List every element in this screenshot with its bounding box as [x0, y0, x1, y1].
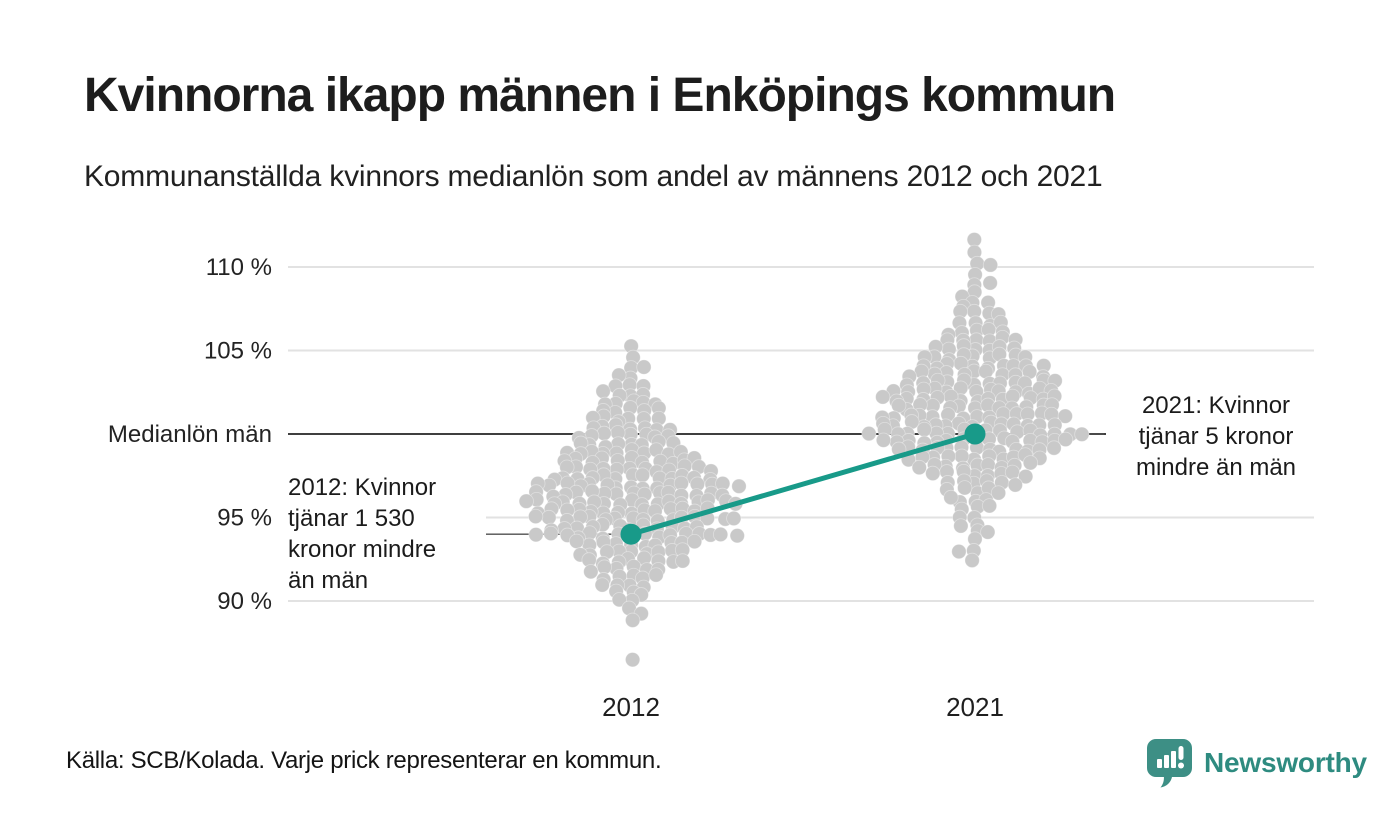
municipality-dot	[891, 397, 907, 414]
highlight-dot-2021	[964, 423, 986, 445]
municipality-dot	[953, 518, 969, 534]
municipality-dot	[1022, 455, 1039, 471]
annotation-2012-line: kronor mindre	[288, 536, 437, 563]
highlight-dot-2012	[620, 523, 642, 545]
municipality-dot	[648, 567, 664, 583]
chart-subtitle: Kommunanställda kvinnors medianlön som a…	[84, 160, 1103, 193]
municipality-dot	[731, 478, 747, 494]
municipality-dot	[875, 432, 892, 448]
logo-bar-1	[1157, 759, 1162, 768]
y-axis-tick-label-105: 105 %	[204, 338, 272, 365]
municipality-dot	[541, 509, 557, 526]
municipality-dot	[596, 425, 612, 442]
municipality-dot	[916, 421, 932, 438]
municipality-dot	[712, 526, 729, 543]
municipality-dot	[625, 652, 641, 668]
municipality-dot	[1057, 408, 1073, 424]
municipality-dot	[943, 489, 959, 506]
municipality-dot	[1018, 468, 1034, 485]
municipality-dot	[957, 480, 973, 496]
municipality-dot	[634, 467, 651, 483]
municipality-dot	[583, 564, 599, 580]
municipality-dot	[980, 524, 996, 540]
municipality-dot	[1046, 440, 1062, 456]
annotation-2012-line: än män	[288, 567, 369, 594]
annotation-2021-line: mindre än män	[1135, 454, 1297, 481]
municipality-dot	[611, 592, 627, 608]
logo-bar-2	[1164, 755, 1169, 768]
municipality-dot	[569, 533, 585, 549]
municipality-dot	[982, 275, 998, 291]
municipality-dot	[726, 510, 742, 527]
municipality-dot	[594, 577, 610, 593]
logo-exclamation-dot	[1178, 762, 1184, 769]
municipality-dot	[981, 498, 998, 514]
y-axis-tick-label-110: 110 %	[206, 254, 272, 281]
municipality-dot	[528, 508, 544, 525]
municipality-dot	[543, 525, 559, 542]
annotation-2021-line: tjänar 5 kronor	[1138, 423, 1294, 450]
municipality-dot	[729, 528, 745, 544]
municipality-dot	[636, 359, 652, 375]
municipality-dot	[982, 257, 999, 273]
y-axis-tick-label-100: Medianlön män	[108, 421, 272, 448]
municipality-dot	[1057, 431, 1074, 447]
logo-exclamation-stem	[1178, 746, 1184, 760]
logo-bar-3	[1171, 751, 1176, 768]
x-axis-label-2012: 2012	[602, 692, 660, 722]
municipality-dot	[1004, 464, 1021, 480]
annotation-2021: 2021: Kvinnor tjänar 5 kronor mindre än …	[1106, 390, 1326, 483]
municipality-dot	[528, 527, 544, 543]
newsworthy-logo: Newsworthy	[1146, 738, 1367, 788]
newsworthy-wordmark: Newsworthy	[1204, 747, 1367, 778]
municipality-dot	[966, 232, 982, 248]
municipality-dot	[951, 543, 967, 560]
y-axis-tick-label-90: 90 %	[217, 588, 272, 615]
municipality-dot	[911, 459, 927, 476]
annotation-2021-line: 2021: Kvinnor	[1141, 392, 1291, 419]
municipality-dot	[1074, 426, 1090, 442]
municipality-dot	[518, 493, 534, 509]
municipality-dot	[595, 383, 611, 399]
source-note: Källa: SCB/Kolada. Varje prick represent…	[66, 747, 662, 774]
municipality-dot	[925, 465, 941, 482]
annotation-2012-line: tjänar 1 530	[288, 505, 415, 532]
municipality-dot	[625, 612, 641, 628]
newsworthy-logo-icon	[1147, 739, 1192, 788]
annotation-2012: 2012: Kvinnor tjänar 1 530 kronor mindre…	[288, 472, 486, 596]
municipality-dot	[861, 425, 877, 442]
municipality-dot	[964, 552, 980, 568]
annotation-2012-line: 2012: Kvinnor	[288, 474, 437, 501]
highlight-line	[628, 431, 978, 537]
municipality-dot	[675, 553, 691, 569]
chart-title: Kvinnorna ikapp männen i Enköpings kommu…	[84, 69, 1116, 122]
y-axis-tick-label-95: 95 %	[217, 505, 272, 532]
municipality-dot	[875, 389, 891, 405]
x-axis-label-2021: 2021	[946, 692, 1004, 722]
municipality-dot	[1007, 477, 1023, 493]
municipality-dot	[990, 485, 1007, 501]
municipality-dot	[686, 533, 703, 550]
